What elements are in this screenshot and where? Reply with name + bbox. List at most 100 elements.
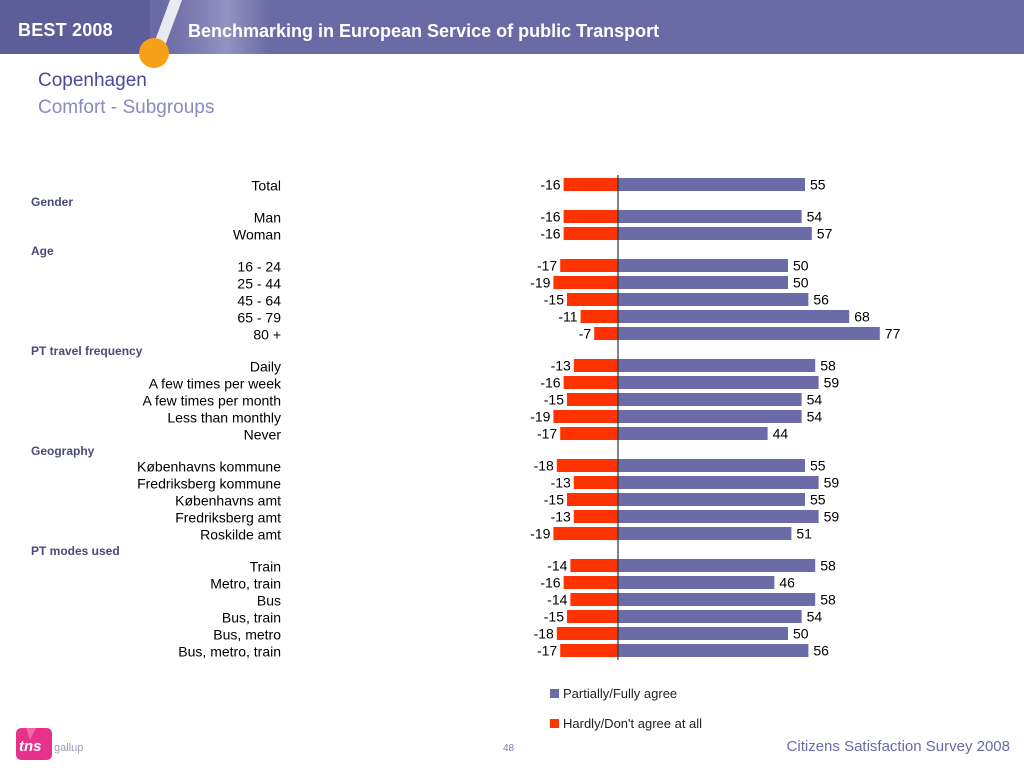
row-label: 25 - 44 xyxy=(237,276,281,292)
data-label-disagree: -17 xyxy=(537,426,557,442)
gallup-text: gallup xyxy=(54,742,84,754)
bar-disagree xyxy=(556,627,618,640)
data-label-agree: 46 xyxy=(779,575,795,591)
row-label: Bus, train xyxy=(222,610,281,626)
data-label-agree: 54 xyxy=(807,609,823,625)
bar-disagree xyxy=(560,427,618,440)
bar-disagree xyxy=(573,359,618,372)
row-label: Fredriksberg kommune xyxy=(137,476,281,492)
data-label-agree: 58 xyxy=(820,592,836,608)
data-label-disagree: -15 xyxy=(544,609,564,625)
data-label-agree: 50 xyxy=(793,258,809,274)
survey-name: Citizens Satisfaction Survey 2008 xyxy=(786,738,1010,755)
row-label: Metro, train xyxy=(210,576,281,592)
data-label-agree: 55 xyxy=(810,458,826,474)
bar-disagree xyxy=(573,510,618,523)
data-label-agree: 77 xyxy=(885,326,901,342)
bar-disagree xyxy=(567,293,618,306)
bar-disagree xyxy=(563,376,618,389)
row-label: 16 - 24 xyxy=(237,259,281,275)
header-title: Benchmarking in European Service of publ… xyxy=(188,21,660,41)
legend-label-agree: Partially/Fully agree xyxy=(563,686,678,701)
bar-disagree xyxy=(567,610,618,623)
data-label-agree: 51 xyxy=(796,526,812,542)
bar-agree xyxy=(618,327,880,340)
bar-agree xyxy=(618,310,850,323)
row-label: A few times per month xyxy=(142,393,281,409)
data-label-disagree: -15 xyxy=(544,492,564,508)
row-label: 45 - 64 xyxy=(237,293,281,309)
group-label: PT modes used xyxy=(31,544,120,558)
data-label-agree: 54 xyxy=(807,392,823,408)
bar-disagree xyxy=(553,276,618,289)
legend-swatch-agree xyxy=(550,689,559,699)
bar-agree xyxy=(618,510,819,523)
row-label: Total xyxy=(251,178,281,194)
bar-agree xyxy=(618,476,819,489)
row-label: Less than monthly xyxy=(167,410,281,426)
data-label-disagree: -17 xyxy=(537,643,557,659)
bar-disagree xyxy=(580,310,618,323)
data-label-disagree: -18 xyxy=(534,458,554,474)
bar-agree xyxy=(618,178,805,191)
bar-agree xyxy=(618,493,805,506)
row-label: A few times per week xyxy=(149,376,282,392)
bar-agree xyxy=(618,593,816,606)
bar-agree xyxy=(618,427,768,440)
data-label-disagree: -13 xyxy=(551,475,571,491)
page-subtitle: Comfort - Subgroups xyxy=(38,97,215,118)
header-banner: BEST 2008 Benchmarking in European Servi… xyxy=(0,0,1024,54)
data-label-disagree: -7 xyxy=(579,326,592,342)
bar-agree xyxy=(618,410,802,423)
row-label: Roskilde amt xyxy=(200,527,281,543)
data-label-agree: 44 xyxy=(773,426,789,442)
data-label-agree: 56 xyxy=(813,292,829,308)
bar-agree xyxy=(618,293,809,306)
bar-agree xyxy=(618,376,819,389)
page-number: 48 xyxy=(503,743,515,754)
bar-disagree xyxy=(567,493,618,506)
tns-logo-text: tns xyxy=(19,738,42,755)
data-label-disagree: -15 xyxy=(544,292,564,308)
data-label-disagree: -16 xyxy=(540,226,560,242)
bar-agree xyxy=(618,527,792,540)
group-label: Age xyxy=(31,244,54,258)
data-label-agree: 58 xyxy=(820,558,836,574)
bar-disagree xyxy=(563,576,618,589)
bar-disagree xyxy=(573,476,618,489)
data-label-disagree: -17 xyxy=(537,258,557,274)
row-label: Bus, metro, train xyxy=(178,644,281,660)
data-label-agree: 68 xyxy=(854,309,870,325)
group-label: Gender xyxy=(31,195,73,209)
data-label-disagree: -11 xyxy=(558,309,577,325)
row-label: Daily xyxy=(250,359,281,375)
legend-item-agree: Partially/Fully agree xyxy=(550,686,677,701)
legend-swatch-disagree xyxy=(550,719,559,729)
data-label-disagree: -13 xyxy=(551,509,571,525)
data-label-agree: 56 xyxy=(813,643,829,659)
bar-disagree xyxy=(594,327,618,340)
bar-disagree xyxy=(570,593,618,606)
data-label-agree: 59 xyxy=(824,475,840,491)
header-badge-area xyxy=(0,0,150,54)
data-label-disagree: -16 xyxy=(540,375,560,391)
row-label: Woman xyxy=(233,227,281,243)
bar-disagree xyxy=(563,178,618,191)
bar-disagree xyxy=(567,393,618,406)
data-label-disagree: -14 xyxy=(547,558,567,574)
bar-disagree xyxy=(570,559,618,572)
data-label-agree: 54 xyxy=(807,209,823,225)
row-label: Københavns kommune xyxy=(137,459,281,475)
data-label-disagree: -15 xyxy=(544,392,564,408)
data-label-disagree: -13 xyxy=(551,358,571,374)
bar-agree xyxy=(618,459,805,472)
bar-disagree xyxy=(560,259,618,272)
data-label-disagree: -16 xyxy=(540,209,560,225)
legend-label-disagree: Hardly/Don't agree at all xyxy=(563,716,703,731)
data-label-agree: 59 xyxy=(824,509,840,525)
bar-agree xyxy=(618,576,775,589)
data-label-disagree: -19 xyxy=(530,275,550,291)
data-label-agree: 55 xyxy=(810,177,826,193)
row-label: Bus, metro xyxy=(213,627,281,643)
row-label: Man xyxy=(254,210,281,226)
